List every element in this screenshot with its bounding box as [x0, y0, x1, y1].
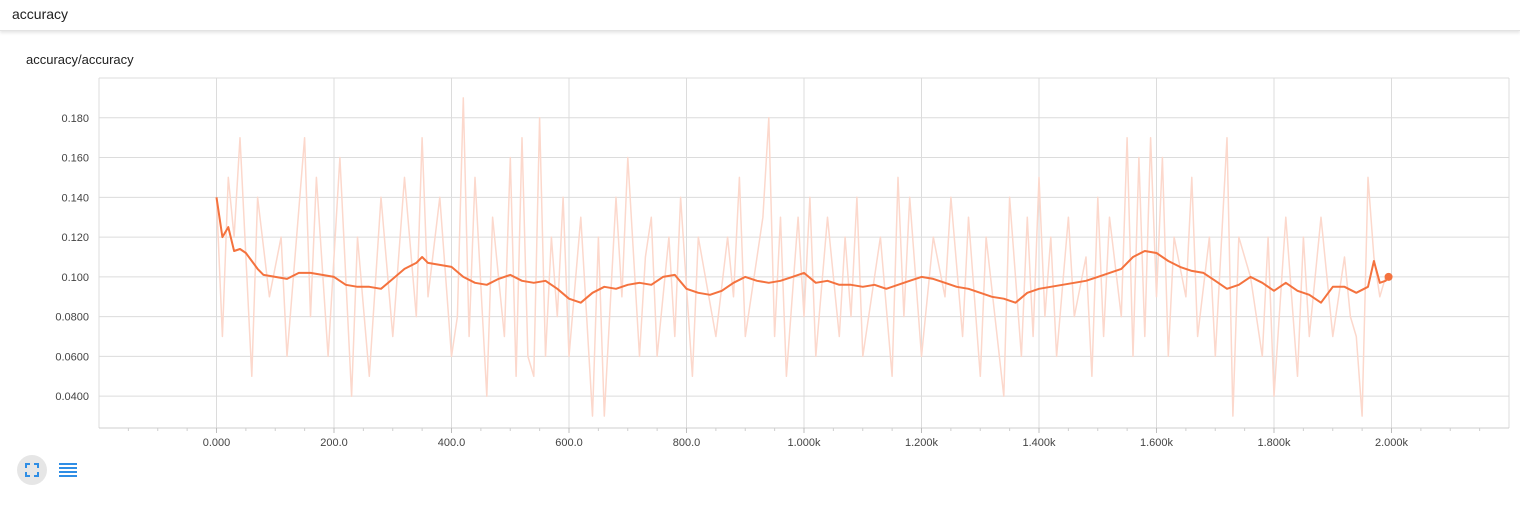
y-tick-label: 0.180 [61, 113, 89, 125]
chart-axes [98, 77, 1510, 433]
y-tick-label: 0.160 [61, 153, 89, 165]
y-tick-label: 0.0800 [55, 312, 89, 324]
x-tick-label: 800.0 [673, 437, 701, 449]
fullscreen-expand-icon [25, 463, 39, 477]
raw-series [215, 97, 1389, 417]
x-tick-label: 200.0 [320, 437, 348, 449]
chart-grid [99, 78, 1509, 428]
y-tick-label: 0.0600 [55, 351, 89, 363]
x-tick-label: 1.600k [1140, 437, 1174, 449]
group-title[interactable]: accuracy [12, 6, 69, 22]
list-lines-icon [59, 463, 77, 477]
raw-series-line [215, 97, 1389, 417]
group-header[interactable]: accuracy [0, 0, 1520, 31]
y-tick-label: 0.120 [61, 232, 89, 244]
smoothed-series-line [215, 197, 1390, 304]
x-tick-label: 1.400k [1022, 437, 1056, 449]
accuracy-chart: 0.0400 0.0600 0.0800 0.100 0.120 0.140 0.160 0.… [55, 77, 1510, 449]
x-tick-label: 1.000k [787, 437, 821, 449]
x-tick-label: 400.0 [438, 437, 466, 449]
smoothed-series [215, 197, 1393, 304]
expand-chart-button[interactable] [17, 455, 47, 485]
card-title: accuracy/accuracy [26, 52, 134, 67]
x-tick-label: 2.000k [1375, 437, 1409, 449]
toggle-log-scale-button[interactable] [53, 455, 83, 485]
x-tick-label: 600.0 [555, 437, 583, 449]
x-tick-label: 1.800k [1257, 437, 1291, 449]
y-tick-label: 0.0400 [55, 391, 89, 403]
x-tick-label: 0.000 [203, 437, 231, 449]
last-point-marker [1384, 272, 1393, 281]
y-tick-label: 0.100 [61, 272, 89, 284]
tick-labels: 0.0400 0.0600 0.0800 0.100 0.120 0.140 0.160 0.… [55, 113, 1408, 449]
x-tick-label: 1.200k [905, 437, 939, 449]
y-tick-label: 0.140 [61, 192, 89, 204]
